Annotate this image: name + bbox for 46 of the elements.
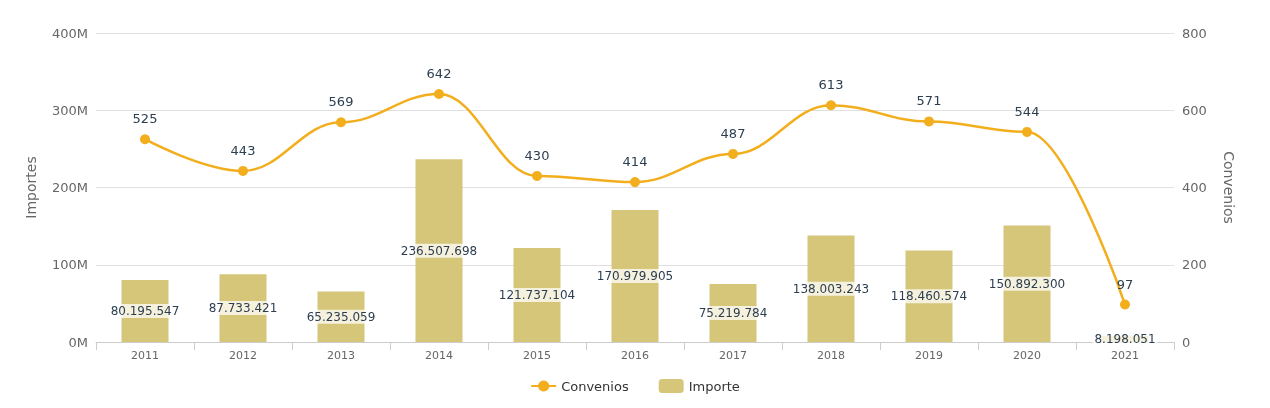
x-tick-label: 2016 bbox=[621, 349, 649, 362]
data-label: 525 bbox=[132, 111, 158, 127]
data-label: 65.235.059 bbox=[306, 309, 376, 324]
y2-tick-label: 400 bbox=[1182, 180, 1207, 195]
data-label: 613 bbox=[818, 77, 844, 93]
data-label: 75.219.784 bbox=[698, 305, 768, 320]
legend-label: Importe bbox=[688, 378, 740, 394]
data-label: 236.507.698 bbox=[400, 243, 478, 258]
data-label: 571 bbox=[916, 93, 942, 109]
data-label: 642 bbox=[426, 66, 452, 82]
y2-tick-label: 800 bbox=[1182, 25, 1207, 41]
y2-tick-label: 600 bbox=[1182, 102, 1207, 118]
y-tick-label: 400M bbox=[51, 25, 88, 41]
x-tick-label: 2011 bbox=[131, 349, 159, 362]
x-tick-label: 2013 bbox=[327, 349, 355, 362]
y2-tick-label: 200 bbox=[1182, 257, 1207, 273]
x-tick-label: 2021 bbox=[1111, 349, 1139, 362]
data-label: 150.892.300 bbox=[988, 276, 1066, 291]
x-tick-label: 2017 bbox=[719, 349, 747, 362]
data-label: 138.003.243 bbox=[792, 281, 870, 296]
y2-tick-label: 0 bbox=[1182, 334, 1191, 350]
data-label: 170.979.905 bbox=[596, 268, 674, 283]
data-label: 430 bbox=[524, 147, 550, 163]
y-tick-label: 300M bbox=[51, 102, 88, 118]
x-tick-label: 2014 bbox=[425, 349, 453, 362]
y-tick-label: 200M bbox=[51, 180, 88, 195]
x-tick-label: 2019 bbox=[915, 349, 943, 362]
data-label: 569 bbox=[328, 94, 354, 110]
data-label: 87.733.421 bbox=[208, 301, 278, 316]
y-axis-title: Importes bbox=[23, 156, 39, 219]
data-label: 118.460.574 bbox=[890, 289, 968, 304]
y2-axis-title: Convenios bbox=[1221, 151, 1237, 224]
y-tick-label: 100M bbox=[51, 257, 88, 273]
x-tick-label: 2015 bbox=[523, 349, 551, 362]
data-label: 8.198.051 bbox=[1094, 331, 1156, 346]
legend-label: Convenios bbox=[561, 378, 629, 394]
data-label: 487 bbox=[720, 125, 746, 141]
data-label: 121.737.104 bbox=[498, 287, 576, 302]
y-tick-label: 0M bbox=[68, 334, 88, 350]
x-tick-label: 2012 bbox=[229, 349, 257, 362]
data-label: 414 bbox=[622, 154, 648, 170]
data-label: 544 bbox=[1014, 103, 1040, 119]
x-tick-label: 2018 bbox=[817, 349, 845, 362]
x-tick-label: 2020 bbox=[1013, 349, 1041, 362]
data-label: 443 bbox=[230, 142, 256, 158]
data-label: 80.195.547 bbox=[110, 304, 180, 319]
